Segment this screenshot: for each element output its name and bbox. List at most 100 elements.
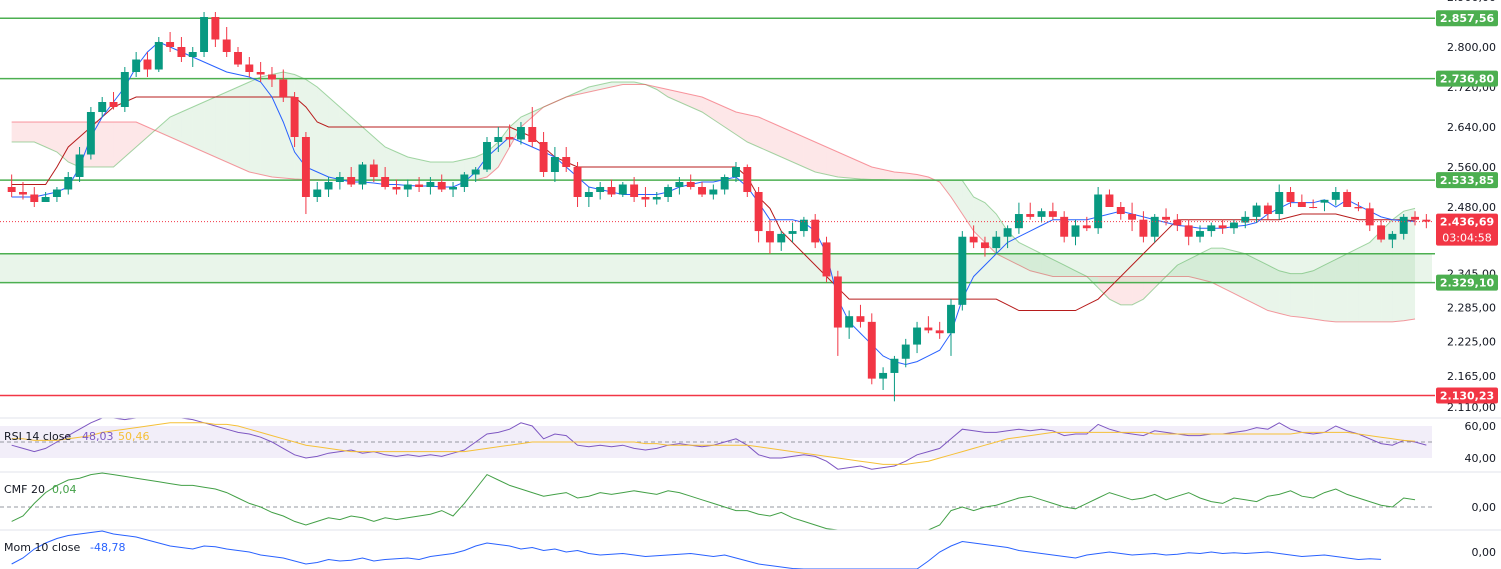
candle-body (86, 112, 95, 155)
candle-body (1388, 233, 1397, 240)
price-axis-tick: 2.165,00 (1447, 370, 1496, 383)
candle-body (1026, 214, 1035, 217)
candle-body (19, 192, 27, 195)
candle-body (267, 74, 276, 80)
ichimoku-cloud-segment (577, 87, 589, 95)
candle-body (1128, 214, 1137, 220)
price-axis-tick: 2.560,00 (1447, 161, 1496, 174)
ichimoku-cloud-segment (1132, 276, 1144, 305)
candle-body (222, 39, 231, 52)
ichimoku-span-b (11, 84, 1416, 323)
candle-body (1060, 216, 1069, 237)
candle-body (1196, 231, 1204, 237)
candle-body (449, 187, 458, 190)
ichimoku-cloud-segment (1347, 248, 1359, 322)
ichimoku-cloud-segment (22, 122, 35, 142)
candle-body (437, 182, 446, 190)
candle-body (924, 327, 933, 331)
rsi-legend-title: RSI 14 close (4, 430, 71, 443)
candle-body (1331, 192, 1340, 200)
candle-body (30, 194, 39, 202)
ichimoku-cloud-segment (905, 173, 918, 181)
ichimoku-cloud-segment (498, 127, 510, 167)
ichimoku-cloud-segment (1018, 242, 1031, 271)
candle-body (947, 304, 955, 334)
candle-body (675, 182, 684, 187)
ichimoku-cloud-segment (124, 122, 137, 157)
candle-body (290, 97, 299, 137)
mom-panel[interactable] (11, 530, 1382, 569)
candle-body (1399, 216, 1408, 234)
current-price-label: 2.436,69 (1440, 216, 1494, 229)
ichimoku-cloud-segment (781, 127, 793, 162)
candle-body (98, 102, 107, 112)
rsi-legend-value: 48,03 (82, 430, 114, 443)
candle-body (664, 187, 673, 197)
candle-body (550, 157, 559, 172)
candle-body (211, 17, 220, 40)
candle-body (890, 358, 899, 373)
ichimoku-cloud-segment (883, 169, 895, 180)
price-panel[interactable] (0, 12, 1435, 402)
candle-body (743, 167, 752, 192)
ichimoku-cloud-segment (917, 174, 929, 181)
ichimoku-cloud-segment (600, 82, 612, 90)
candle-body (992, 236, 1001, 249)
candle-body (856, 316, 865, 322)
ichimoku-cloud-segment (758, 117, 770, 152)
candle-body (1365, 208, 1374, 226)
candle-body (381, 177, 390, 187)
candle-body (980, 242, 989, 249)
candle-body (120, 72, 129, 107)
price-level-label: 2.533,85 (1440, 174, 1494, 187)
ichimoku-cloud-segment (679, 92, 691, 107)
ichimoku-cloud-segment (192, 102, 205, 152)
ichimoku-cloud-segment (1064, 265, 1076, 277)
candle-body (494, 137, 503, 142)
ichimoku-cloud-segment (339, 107, 352, 180)
candle-body (64, 177, 73, 190)
rsi-ma-line (11, 422, 1416, 465)
support-zone (0, 253, 1432, 283)
ichimoku-cloud-segment (260, 74, 272, 177)
candle-body (969, 236, 978, 243)
candle-body (754, 192, 763, 232)
candle-body (958, 236, 967, 305)
cmf-panel[interactable] (0, 472, 1432, 531)
candle-body (652, 197, 661, 200)
ichimoku-cloud-segment (871, 167, 884, 180)
ichimoku-cloud-segment (238, 82, 250, 172)
ichimoku-cloud-segment (826, 147, 838, 177)
candle-body (811, 219, 820, 243)
price-level-label: 2.857,56 (1440, 12, 1495, 25)
cmf-line (11, 472, 1416, 531)
candle-body (324, 182, 333, 190)
ichimoku-cloud-segment (951, 180, 963, 215)
ichimoku-cloud-segment (407, 157, 420, 180)
candle-body (1184, 225, 1193, 237)
candle-body (392, 187, 401, 190)
candle-body (132, 59, 141, 72)
ichimoku-cloud-segment (769, 122, 782, 157)
price-level-tag (1436, 274, 1498, 291)
candle-body (867, 321, 876, 379)
price-level-label: 2.736,80 (1440, 73, 1495, 86)
ichimoku-cloud-segment (249, 77, 261, 175)
ichimoku-cloud-segment (34, 122, 46, 147)
candle-body (799, 219, 808, 232)
ichimoku-cloud-segment (11, 122, 23, 142)
ichimoku-cloud-segment (204, 97, 216, 157)
candle-body (1162, 216, 1171, 220)
candle-body (41, 197, 50, 202)
candle-body (1139, 219, 1148, 237)
ichimoku-cloud-segment (419, 159, 431, 180)
ichimoku-cloud-segment (837, 152, 850, 178)
cmf-legend-value: 0,04 (52, 483, 77, 496)
candle-body (1071, 225, 1080, 237)
candle-body (732, 167, 740, 177)
candle-body (505, 137, 514, 140)
ichimoku-cloud-segment (430, 162, 442, 180)
rsi-panel[interactable] (0, 417, 1432, 470)
ichimoku-cloud-segment (396, 152, 408, 180)
